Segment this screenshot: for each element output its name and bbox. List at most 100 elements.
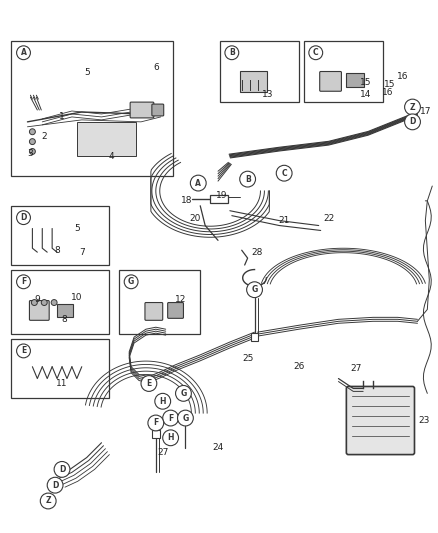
Text: 16: 16 [397, 72, 408, 81]
Circle shape [148, 415, 164, 431]
FancyBboxPatch shape [220, 41, 299, 102]
Circle shape [17, 275, 30, 289]
FancyBboxPatch shape [346, 386, 414, 455]
Text: F: F [168, 414, 173, 423]
Text: 27: 27 [157, 448, 168, 457]
Text: B: B [229, 49, 235, 57]
Circle shape [405, 114, 420, 130]
Text: 27: 27 [350, 364, 362, 373]
Text: 11: 11 [56, 379, 68, 388]
FancyBboxPatch shape [130, 102, 154, 118]
Text: 28: 28 [252, 248, 263, 257]
Circle shape [155, 393, 171, 409]
Circle shape [276, 165, 292, 181]
Circle shape [163, 430, 179, 446]
Circle shape [17, 344, 30, 358]
FancyBboxPatch shape [168, 303, 184, 318]
Circle shape [141, 376, 157, 391]
FancyBboxPatch shape [210, 195, 228, 203]
Text: 14: 14 [360, 90, 372, 99]
Text: 1: 1 [59, 112, 65, 122]
Text: A: A [21, 49, 26, 57]
Text: 22: 22 [323, 214, 334, 223]
Circle shape [176, 385, 191, 401]
Circle shape [240, 171, 255, 187]
FancyBboxPatch shape [145, 303, 163, 320]
Text: G: G [251, 285, 258, 294]
Circle shape [29, 129, 35, 135]
FancyBboxPatch shape [251, 333, 258, 341]
Text: E: E [21, 346, 26, 356]
Text: C: C [313, 49, 318, 57]
Text: H: H [159, 397, 166, 406]
Text: 13: 13 [261, 90, 273, 99]
Circle shape [29, 149, 35, 155]
Circle shape [17, 46, 30, 60]
Text: F: F [21, 277, 26, 286]
FancyBboxPatch shape [320, 71, 342, 91]
FancyBboxPatch shape [29, 301, 49, 320]
Text: 12: 12 [175, 295, 186, 304]
Circle shape [40, 493, 56, 509]
Text: D: D [59, 465, 65, 474]
FancyBboxPatch shape [57, 303, 73, 317]
Text: Z: Z [46, 496, 51, 505]
Circle shape [41, 300, 47, 305]
Text: 24: 24 [212, 443, 224, 452]
Text: C: C [281, 169, 287, 177]
Text: 9: 9 [35, 295, 40, 304]
Text: F: F [153, 418, 159, 427]
Circle shape [54, 462, 70, 477]
Text: 16: 16 [382, 88, 394, 96]
Text: 5: 5 [84, 68, 90, 77]
Circle shape [163, 410, 179, 426]
Text: E: E [146, 379, 152, 388]
Circle shape [405, 99, 420, 115]
Text: 20: 20 [190, 214, 201, 223]
FancyBboxPatch shape [119, 270, 200, 334]
Circle shape [47, 477, 63, 493]
Text: 3: 3 [28, 149, 33, 158]
Circle shape [17, 211, 30, 224]
Text: 8: 8 [54, 246, 60, 255]
Circle shape [51, 300, 57, 305]
Circle shape [309, 46, 323, 60]
FancyBboxPatch shape [11, 339, 110, 398]
Text: 2: 2 [42, 132, 47, 141]
Text: 15: 15 [360, 78, 372, 87]
FancyBboxPatch shape [152, 430, 160, 438]
Text: D: D [52, 481, 58, 490]
FancyBboxPatch shape [11, 41, 173, 176]
FancyBboxPatch shape [240, 70, 267, 92]
Text: 7: 7 [79, 248, 85, 257]
FancyBboxPatch shape [77, 122, 136, 156]
Text: 18: 18 [181, 196, 192, 205]
Text: D: D [410, 117, 416, 126]
Circle shape [247, 282, 262, 297]
Text: H: H [167, 433, 174, 442]
Text: 8: 8 [61, 315, 67, 324]
Text: A: A [195, 179, 201, 188]
FancyBboxPatch shape [346, 74, 364, 87]
Circle shape [191, 175, 206, 191]
Text: 17: 17 [420, 108, 431, 117]
Text: 19: 19 [216, 191, 228, 200]
Text: 21: 21 [279, 216, 290, 225]
Text: Z: Z [410, 102, 415, 111]
Circle shape [32, 300, 37, 305]
Circle shape [29, 139, 35, 144]
FancyBboxPatch shape [152, 104, 164, 116]
Text: 10: 10 [71, 293, 83, 302]
FancyBboxPatch shape [11, 270, 110, 334]
Text: 15: 15 [384, 80, 396, 89]
FancyBboxPatch shape [11, 206, 110, 265]
Text: G: G [182, 414, 188, 423]
Text: G: G [128, 277, 134, 286]
Text: G: G [180, 389, 187, 398]
Text: D: D [20, 213, 27, 222]
Text: 5: 5 [74, 224, 80, 233]
Text: 26: 26 [293, 362, 305, 371]
Text: 23: 23 [419, 416, 430, 424]
Text: 6: 6 [153, 63, 159, 72]
FancyBboxPatch shape [304, 41, 383, 102]
